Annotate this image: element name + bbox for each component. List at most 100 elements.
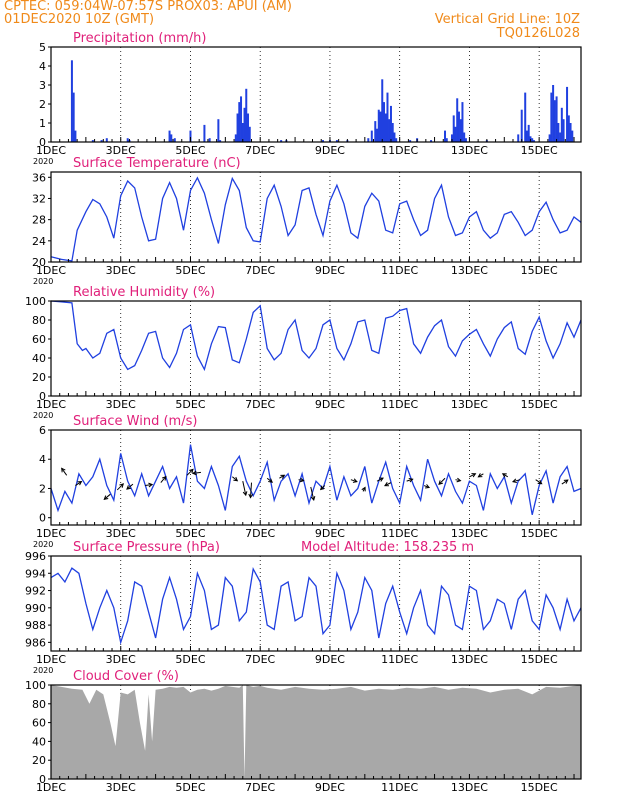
x-tick-label: 9DEC <box>315 144 345 157</box>
model-code: TQ0126L028 <box>496 26 580 41</box>
x-tick-label: 9DEC <box>315 398 345 411</box>
x-tick-label: 9DEC <box>315 527 345 540</box>
panel-frame <box>50 171 582 263</box>
wind-arrow <box>103 493 111 500</box>
wind-arrow <box>469 473 477 478</box>
wind-arrow <box>438 477 446 485</box>
precip-bar <box>247 113 250 142</box>
x-tick-label: 11DEC <box>381 781 418 794</box>
x-tick-label: 13DEC <box>451 653 488 666</box>
x-tick-label: 9DEC <box>315 264 345 277</box>
x-tick-label: 15DEC <box>521 653 558 666</box>
y-tick-label: 20 <box>32 754 46 767</box>
wind-arrow <box>145 482 154 488</box>
precip-bar <box>388 119 391 142</box>
wind-arrow <box>232 476 239 482</box>
precip-bar <box>105 138 108 142</box>
x-tick-label: 15DEC <box>521 527 558 540</box>
x-tick-label: 11DEC <box>381 144 418 157</box>
x-year-label: 2020 <box>33 666 53 675</box>
panel-title: Cloud Cover (%) <box>73 669 179 684</box>
panel-2: 20 24 28 32 36 1DEC 3DEC 5DEC 7DEC 9DEC 11DEC 13DEC… <box>32 156 582 286</box>
x-year-label: 2020 <box>33 411 53 420</box>
precip-bar <box>389 105 392 142</box>
wind-arrow <box>477 473 484 478</box>
precip-bar <box>454 126 457 142</box>
y-tick-label: 2 <box>39 98 46 111</box>
precip-bar <box>72 92 75 142</box>
precip-bar <box>457 111 460 142</box>
precip-bar <box>464 138 467 142</box>
panel-3: 0 20 40 60 80 100 1DEC 3DEC 5DEC 7DEC 9DEC 11DEC 13D… <box>25 285 582 420</box>
precip-bar <box>450 134 453 142</box>
y-tick-label: 28 <box>32 214 46 227</box>
cloud-area <box>51 685 581 779</box>
precip-bar <box>517 134 520 142</box>
y-tick-label: 2 <box>39 482 46 495</box>
wind-arrow <box>319 485 326 491</box>
y-tick-label: 6 <box>39 424 46 437</box>
x-tick-label: 15DEC <box>521 398 558 411</box>
wind-arrow <box>248 482 254 499</box>
wind-arrow <box>75 480 83 486</box>
wind-arrow <box>406 477 414 483</box>
precip-bar <box>569 123 572 142</box>
x-tick-label: 5DEC <box>175 264 205 277</box>
precip-bar <box>170 134 173 142</box>
x-tick-label: 13DEC <box>451 398 488 411</box>
precip-bar <box>335 140 338 142</box>
panel-1: 0 1 2 3 4 5 1DEC 3DEC 5DEC 7DEC 9DEC 11DEC 13DEC 15DE… <box>33 31 582 166</box>
x-tick-label: 5DEC <box>175 144 205 157</box>
precip-bar <box>74 130 77 142</box>
y-tick-label: 0 <box>39 773 46 786</box>
x-tick-label: 13DEC <box>451 264 488 277</box>
precip-bar <box>240 96 243 142</box>
panel-title: Surface Temperature (nC) <box>73 156 241 171</box>
panel-frame <box>50 555 582 652</box>
wind-arrow <box>61 467 68 476</box>
y-tick-label: 24 <box>32 235 46 248</box>
wind-arrow <box>191 470 201 476</box>
y-tick-label: 40 <box>32 352 46 365</box>
x-year-label: 2020 <box>33 277 53 286</box>
x-tick-label: 5DEC <box>175 653 205 666</box>
wind-arrow <box>511 478 521 484</box>
y-tick-label: 60 <box>32 333 46 346</box>
precip-bar <box>393 132 396 142</box>
x-year-label: 2020 <box>33 157 53 166</box>
y-tick-label: 80 <box>32 314 46 327</box>
precip-bar <box>100 140 103 142</box>
x-tick-label: 5DEC <box>175 781 205 794</box>
wind-arrow <box>535 479 543 485</box>
panel-title: Relative Humidity (%) <box>73 285 215 300</box>
precip-bar <box>280 140 283 142</box>
panel-title: Surface Wind (m/s) <box>73 414 197 429</box>
y-tick-label: 992 <box>25 585 46 598</box>
y-tick-label: 100 <box>25 295 46 308</box>
precip-bar <box>559 132 562 142</box>
x-tick-label: 7DEC <box>245 653 275 666</box>
precip-bar <box>531 138 534 142</box>
precip-bar <box>203 124 206 142</box>
x-tick-label: 3DEC <box>106 398 136 411</box>
wind-arrow <box>116 483 124 491</box>
series-line <box>50 444 582 515</box>
x-tick-label: 3DEC <box>106 653 136 666</box>
y-tick-label: 20 <box>32 371 46 384</box>
precip-bar <box>386 92 389 142</box>
precip-bar <box>241 123 244 142</box>
precip-bar <box>245 88 248 142</box>
panel-frame <box>50 46 582 143</box>
y-tick-label: 988 <box>25 619 46 632</box>
y-tick-label: 5 <box>39 41 46 54</box>
precip-bar <box>173 138 176 142</box>
precip-bar <box>525 130 528 142</box>
y-tick-label: 0 <box>39 512 46 525</box>
x-tick-label: 1DEC <box>36 527 66 540</box>
precip-bar <box>376 128 379 142</box>
x-tick-label: 5DEC <box>175 527 205 540</box>
x-tick-label: 15DEC <box>521 781 558 794</box>
x-tick-label: 11DEC <box>381 653 418 666</box>
precip-bar <box>463 132 466 142</box>
precip-bar <box>571 130 574 142</box>
